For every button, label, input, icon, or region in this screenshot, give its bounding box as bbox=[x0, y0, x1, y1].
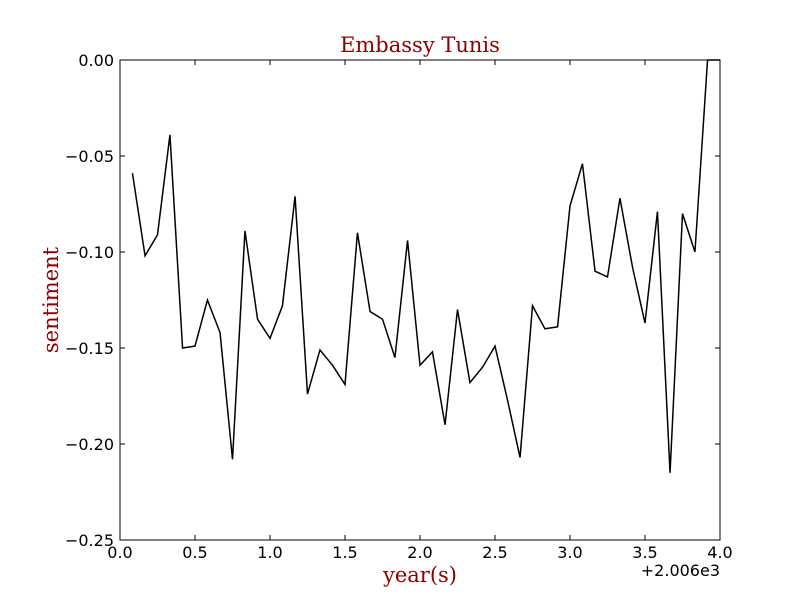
x-tick-label: 2.0 bbox=[407, 543, 432, 562]
x-tick-label: 3.0 bbox=[557, 543, 582, 562]
x-tick-label: 2.5 bbox=[482, 543, 507, 562]
x-offset-label: +2.006e3 bbox=[641, 561, 720, 580]
y-tick-label: −0.05 bbox=[65, 147, 114, 166]
y-tick-label: −0.10 bbox=[65, 243, 114, 262]
y-axis-label: sentiment bbox=[39, 246, 63, 353]
x-tick-label: 0.0 bbox=[107, 543, 132, 562]
y-tick-label: −0.15 bbox=[65, 339, 114, 358]
y-tick-label: 0.00 bbox=[78, 51, 114, 70]
x-axis-label: year(s) bbox=[382, 563, 457, 587]
x-tick-label: 4.0 bbox=[707, 543, 732, 562]
y-tick-label: −0.20 bbox=[65, 435, 114, 454]
x-tick-label: 1.5 bbox=[332, 543, 357, 562]
y-tick-label: −0.25 bbox=[65, 531, 114, 550]
x-tick-label: 0.5 bbox=[182, 543, 207, 562]
x-tick-label: 1.0 bbox=[257, 543, 282, 562]
chart-title: Embassy Tunis bbox=[340, 33, 500, 57]
x-tick-label: 3.5 bbox=[632, 543, 657, 562]
series-line bbox=[131, 59, 720, 473]
